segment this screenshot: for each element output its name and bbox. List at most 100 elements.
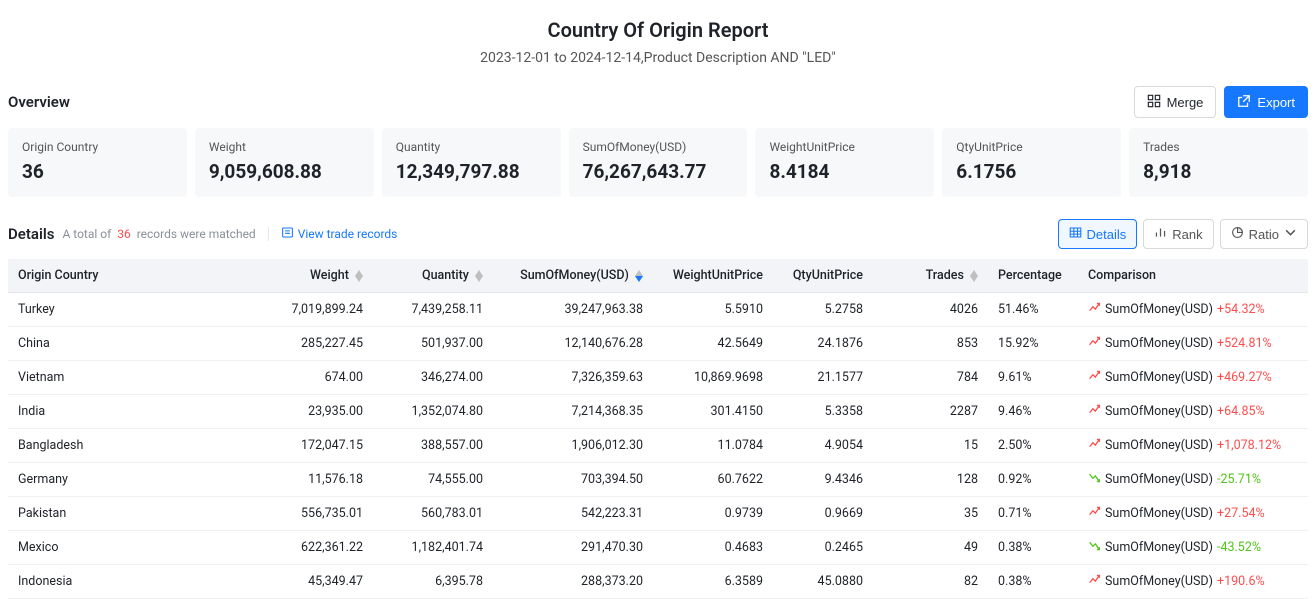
tab-details-label: Details bbox=[1087, 227, 1127, 242]
cell-weight: 285,227.45 bbox=[263, 327, 373, 361]
cell-wup: 5.5910 bbox=[653, 293, 773, 327]
cell-pct: 2.50% bbox=[988, 429, 1078, 463]
trend-up-icon bbox=[1088, 301, 1101, 318]
table-row[interactable]: Turkey7,019,899.247,439,258.1139,247,963… bbox=[8, 293, 1308, 327]
stat-card: Quantity12,349,797.88 bbox=[382, 128, 561, 197]
table-row[interactable]: Germany11,576.1874,555.00703,394.5060.76… bbox=[8, 463, 1308, 497]
cell-weight: 11,576.18 bbox=[263, 463, 373, 497]
stat-value: 36 bbox=[22, 160, 173, 183]
sort-icon bbox=[475, 270, 483, 282]
cell-trades: 128 bbox=[873, 463, 988, 497]
comp-value: -43.52% bbox=[1217, 540, 1261, 555]
records-icon bbox=[281, 226, 294, 242]
cell-trades: 49 bbox=[873, 531, 988, 565]
comp-value: +469.27% bbox=[1217, 370, 1272, 385]
cell-country: Indonesia bbox=[8, 565, 263, 599]
tab-ratio[interactable]: Ratio bbox=[1220, 219, 1308, 249]
chevron-down-icon bbox=[1284, 226, 1297, 242]
tab-ratio-label: Ratio bbox=[1249, 227, 1279, 242]
stat-label: Origin Country bbox=[22, 140, 173, 154]
export-icon bbox=[1237, 94, 1251, 111]
cell-qup: 45.0880 bbox=[773, 565, 873, 599]
table-body: Turkey7,019,899.247,439,258.1139,247,963… bbox=[8, 293, 1308, 599]
cell-country: Germany bbox=[8, 463, 263, 497]
tab-details[interactable]: Details bbox=[1058, 219, 1138, 249]
cell-country: India bbox=[8, 395, 263, 429]
stat-label: Quantity bbox=[396, 140, 547, 154]
sort-icon bbox=[355, 270, 363, 282]
comp-metric: SumOfMoney(USD) bbox=[1105, 506, 1213, 521]
comp-metric: SumOfMoney(USD) bbox=[1105, 370, 1213, 385]
cell-comparison: SumOfMoney(USD) +27.54% bbox=[1078, 497, 1308, 531]
cell-country: Vietnam bbox=[8, 361, 263, 395]
cell-wup: 60.7622 bbox=[653, 463, 773, 497]
merge-button[interactable]: Merge bbox=[1134, 86, 1217, 118]
table-row[interactable]: Vietnam674.00346,274.007,326,359.6310,86… bbox=[8, 361, 1308, 395]
cell-qup: 4.9054 bbox=[773, 429, 873, 463]
cell-sum: 703,394.50 bbox=[493, 463, 653, 497]
sort-icon bbox=[635, 270, 643, 282]
trend-down-icon bbox=[1088, 539, 1101, 556]
cell-quantity: 346,274.00 bbox=[373, 361, 493, 395]
cell-sum: 7,326,359.63 bbox=[493, 361, 653, 395]
table-row[interactable]: China285,227.45501,937.0012,140,676.2842… bbox=[8, 327, 1308, 361]
tab-rank[interactable]: Rank bbox=[1143, 219, 1213, 249]
table-row[interactable]: Indonesia45,349.476,395.78288,373.206.35… bbox=[8, 565, 1308, 599]
cell-trades: 35 bbox=[873, 497, 988, 531]
col-header-comp[interactable]: Comparison bbox=[1078, 259, 1308, 293]
cell-qup: 24.1876 bbox=[773, 327, 873, 361]
comp-metric: SumOfMoney(USD) bbox=[1105, 540, 1213, 555]
details-summary: A total of 36 records were matched bbox=[62, 227, 255, 241]
cell-comparison: SumOfMoney(USD) +1,078.12% bbox=[1078, 429, 1308, 463]
data-table: Origin Country Weight Quantity SumOfMone… bbox=[8, 259, 1308, 599]
cell-pct: 0.71% bbox=[988, 497, 1078, 531]
stats-row: Origin Country36Weight9,059,608.88Quanti… bbox=[0, 128, 1316, 197]
cell-quantity: 74,555.00 bbox=[373, 463, 493, 497]
cell-trades: 15 bbox=[873, 429, 988, 463]
cell-country: Turkey bbox=[8, 293, 263, 327]
stat-card: Origin Country 36 bbox=[8, 128, 187, 197]
cell-wup: 6.3589 bbox=[653, 565, 773, 599]
col-header-country[interactable]: Origin Country bbox=[8, 259, 263, 293]
ratio-icon bbox=[1231, 226, 1244, 242]
trend-up-icon bbox=[1088, 369, 1101, 386]
view-trade-records-link[interactable]: View trade records bbox=[281, 226, 398, 242]
cell-trades: 2287 bbox=[873, 395, 988, 429]
cell-country: China bbox=[8, 327, 263, 361]
cell-country: Mexico bbox=[8, 531, 263, 565]
col-header-trades[interactable]: Trades bbox=[873, 259, 988, 293]
cell-weight: 674.00 bbox=[263, 361, 373, 395]
stat-value: 6.1756 bbox=[956, 160, 1107, 183]
col-header-weight[interactable]: Weight bbox=[263, 259, 373, 293]
col-header-sum[interactable]: SumOfMoney(USD) bbox=[493, 259, 653, 293]
table-row[interactable]: Bangladesh172,047.15388,557.001,906,012.… bbox=[8, 429, 1308, 463]
cell-comparison: SumOfMoney(USD) +469.27% bbox=[1078, 361, 1308, 395]
col-header-wup[interactable]: WeightUnitPrice bbox=[653, 259, 773, 293]
table-row[interactable]: Pakistan556,735.01560,783.01542,223.310.… bbox=[8, 497, 1308, 531]
page-title: Country Of Origin Report bbox=[0, 18, 1316, 42]
cell-weight: 23,935.00 bbox=[263, 395, 373, 429]
table-row[interactable]: Mexico622,361.221,182,401.74291,470.300.… bbox=[8, 531, 1308, 565]
stat-value: 9,059,608.88 bbox=[209, 160, 360, 183]
col-header-qup[interactable]: QtyUnitPrice bbox=[773, 259, 873, 293]
cell-qup: 9.4346 bbox=[773, 463, 873, 497]
trend-up-icon bbox=[1088, 437, 1101, 454]
stat-value: 8.4184 bbox=[769, 160, 920, 183]
cell-pct: 0.38% bbox=[988, 565, 1078, 599]
cell-comparison: SumOfMoney(USD) -25.71% bbox=[1078, 463, 1308, 497]
table-row[interactable]: India23,935.001,352,074.807,214,368.3530… bbox=[8, 395, 1308, 429]
col-header-quantity[interactable]: Quantity bbox=[373, 259, 493, 293]
comp-value: +1,078.12% bbox=[1217, 438, 1281, 453]
cell-comparison: SumOfMoney(USD) +524.81% bbox=[1078, 327, 1308, 361]
merge-icon bbox=[1147, 94, 1161, 111]
export-button[interactable]: Export bbox=[1224, 86, 1308, 118]
col-header-pct[interactable]: Percentage bbox=[988, 259, 1078, 293]
cell-pct: 0.38% bbox=[988, 531, 1078, 565]
page-subtitle: 2023-12-01 to 2024-12-14,Product Descrip… bbox=[0, 50, 1316, 66]
trend-down-icon bbox=[1088, 471, 1101, 488]
cell-sum: 1,906,012.30 bbox=[493, 429, 653, 463]
cell-quantity: 7,439,258.11 bbox=[373, 293, 493, 327]
comp-value: +54.32% bbox=[1217, 302, 1265, 317]
cell-pct: 51.46% bbox=[988, 293, 1078, 327]
cell-trades: 784 bbox=[873, 361, 988, 395]
